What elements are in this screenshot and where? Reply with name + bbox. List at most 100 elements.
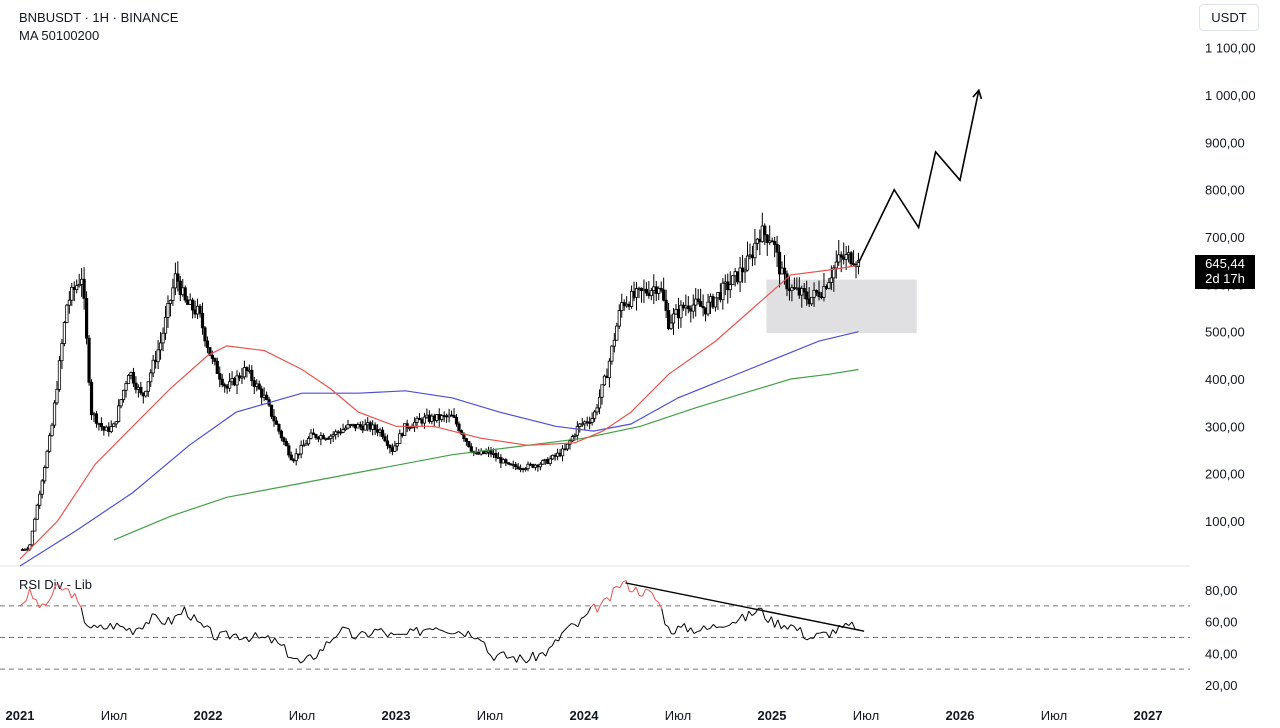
rsi-line-segment — [232, 633, 237, 636]
rsi-line-segment — [503, 651, 508, 659]
candle-body — [523, 468, 528, 471]
rsi-line-segment — [426, 628, 430, 630]
candle-body — [60, 343, 64, 362]
rsi-line-segment — [551, 639, 556, 647]
time-axis-tick-label: 2023 — [382, 708, 411, 723]
chart-symbol-title[interactable]: BNBUSDT · 1H · BINANCE — [19, 10, 179, 25]
rsi-line-segment — [158, 618, 163, 625]
candle-body — [536, 464, 540, 468]
candle-body — [422, 416, 427, 424]
rsi-line-segment — [48, 594, 53, 602]
candle-body — [802, 288, 806, 293]
candle-body — [777, 251, 782, 275]
candle-body — [546, 458, 550, 464]
candle-body — [198, 305, 202, 314]
support-zone-rectangle — [766, 279, 917, 334]
rsi-line-segment — [380, 628, 385, 633]
rsi-line-segment — [577, 618, 582, 628]
candle-body — [629, 290, 634, 307]
rsi-line-segment — [258, 636, 263, 639]
candle-body — [814, 289, 819, 293]
time-axis-tick-label: 2021 — [6, 708, 35, 723]
candle-body — [43, 467, 47, 482]
price-axis-tick-label: 400,00 — [1205, 372, 1245, 387]
projection-path — [857, 90, 980, 264]
candle-body — [437, 414, 441, 420]
rsi-line-segment — [274, 637, 279, 644]
candle-body — [662, 289, 666, 301]
rsi-line-segment — [777, 619, 782, 629]
candle-body — [834, 261, 838, 269]
rsi-line-segment — [200, 622, 205, 628]
candle-body — [208, 347, 212, 356]
candle-body — [758, 238, 762, 243]
rsi-line-segment — [248, 637, 253, 643]
candle-body — [839, 254, 843, 258]
rsi-line-segment — [300, 660, 305, 664]
rsi-line-segment — [542, 652, 547, 657]
candle-body — [299, 445, 303, 455]
candle-body — [326, 437, 330, 440]
rsi-line-segment — [316, 649, 321, 658]
ma-indicator-legend[interactable]: MA 50100200 — [19, 28, 100, 43]
candle-body — [353, 423, 357, 429]
candle-body — [829, 277, 833, 283]
rsi-line-segment — [206, 625, 211, 629]
rsi-line-segment — [416, 627, 421, 636]
candle-body — [191, 299, 195, 311]
candle-body — [341, 429, 345, 433]
candle-body — [726, 281, 730, 291]
candle-body — [652, 286, 656, 292]
candle-body — [240, 376, 244, 379]
candle-body — [669, 322, 673, 329]
rsi-line-segment — [303, 655, 308, 662]
rsi-line-segment — [183, 606, 189, 618]
rsi-line-segment — [277, 642, 282, 646]
rsi-line-segment — [467, 630, 472, 638]
candle-body — [844, 254, 848, 260]
candle-body — [139, 386, 143, 394]
candle-body — [639, 287, 644, 292]
price-axis-tick-label: 1 000,00 — [1205, 88, 1256, 103]
candle-body — [87, 337, 91, 383]
candle-body — [173, 273, 177, 289]
candle-body — [832, 267, 836, 279]
candle-body — [114, 421, 118, 425]
rsi-line-segment — [506, 656, 511, 659]
candle-body — [787, 288, 792, 292]
rsi-line-segment — [706, 628, 711, 630]
rsi-line-segment — [613, 586, 617, 589]
rsi-line-segment — [354, 634, 360, 640]
rsi-line-segment — [409, 628, 414, 632]
candle-body — [666, 310, 671, 329]
rsi-line-segment — [819, 631, 824, 634]
rsi-line-segment — [61, 588, 66, 591]
rsi-line-segment — [338, 626, 343, 634]
candle-body — [575, 426, 579, 436]
candle-body — [40, 480, 44, 495]
rsi-line-segment — [483, 642, 489, 653]
candle-body — [200, 312, 205, 329]
candle-body — [378, 429, 382, 433]
candle-body — [70, 286, 74, 301]
currency-selector[interactable]: USDT — [1199, 4, 1259, 31]
candle-body — [541, 460, 545, 465]
candle-body — [649, 290, 653, 297]
rsi-line-segment — [832, 629, 837, 634]
rsi-line-segment — [796, 627, 801, 632]
rsi-line-segment — [580, 616, 585, 619]
candle-body — [287, 445, 291, 456]
candle-body — [504, 459, 508, 464]
candle-body — [20, 549, 25, 551]
candle-body — [701, 306, 705, 309]
candle-body — [97, 422, 101, 425]
candle-body — [292, 459, 296, 462]
candle-body — [602, 375, 607, 386]
rsi-line-segment — [219, 631, 224, 633]
candle-body — [728, 284, 732, 291]
candle-body — [363, 424, 367, 431]
candle-body — [615, 325, 619, 341]
rsi-line-segment — [774, 619, 779, 628]
candle-body — [851, 263, 856, 266]
